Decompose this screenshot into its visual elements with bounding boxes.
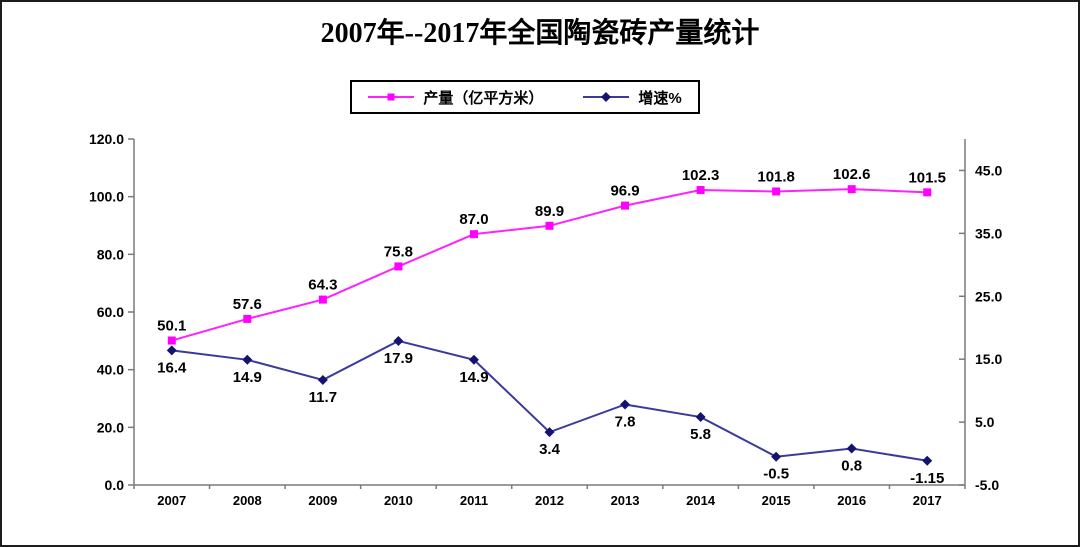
left-axis-tick-label: 60.0 [97, 304, 124, 320]
right-axis-tick-label: 25.0 [975, 288, 1002, 304]
production-point-marker [394, 262, 403, 271]
right-axis-tick-label: 15.0 [975, 351, 1002, 367]
left-axis-tick-label: 80.0 [97, 246, 124, 262]
legend-label-production: 产量（亿平方米） [423, 89, 544, 107]
growth-data-label: 3.4 [539, 441, 561, 458]
production-point-marker [847, 185, 856, 194]
growth-point-marker [695, 412, 706, 423]
production-point-marker [696, 186, 705, 195]
left-axis-tick-label: 0.0 [105, 477, 125, 493]
growth-point-marker [468, 354, 479, 365]
growth-data-label: 5.8 [690, 426, 711, 443]
production-data-label: 101.8 [757, 168, 795, 185]
x-axis-category-label: 2017 [913, 493, 942, 508]
production-point-marker [469, 230, 478, 239]
growth-point-marker [166, 345, 177, 356]
growth-line-swatch-icon [583, 92, 630, 103]
chart-title: 2007年--2017年全国陶瓷砖产量统计 [320, 18, 760, 49]
production-point-marker [923, 188, 932, 197]
production-data-label: 50.1 [157, 318, 186, 335]
right-axis-tick-label: 45.0 [975, 162, 1002, 178]
x-axis-category-label: 2014 [686, 493, 716, 508]
production-line-swatch-icon [368, 92, 415, 103]
production-data-label: 101.5 [908, 169, 946, 186]
production-point-marker [621, 201, 630, 210]
x-axis-category-label: 2012 [535, 493, 564, 508]
growth-data-label: -0.5 [763, 466, 789, 483]
growth-point-marker [620, 399, 631, 410]
x-axis-category-label: 2008 [233, 493, 262, 508]
production-point-marker [545, 221, 554, 230]
x-axis-category-label: 2009 [308, 493, 337, 508]
production-data-label: 89.9 [535, 203, 564, 220]
production-data-label: 102.6 [833, 166, 871, 183]
legend-label-growth: 增速% [638, 89, 682, 107]
growth-data-label: 14.9 [459, 369, 488, 386]
production-data-label: 87.0 [459, 211, 488, 228]
right-axis-tick-label: 35.0 [975, 225, 1002, 241]
growth-point-marker [771, 451, 782, 462]
production-point-marker [167, 336, 176, 345]
growth-point-marker [922, 455, 933, 466]
production-data-label: 96.9 [610, 183, 639, 200]
growth-point-marker [317, 374, 328, 385]
x-axis-category-label: 2016 [837, 493, 866, 508]
x-axis-category-label: 2013 [611, 493, 640, 508]
legend: 产量（亿平方米） 增速% [350, 80, 700, 114]
production-point-marker [318, 295, 327, 304]
growth-data-label: 14.9 [233, 369, 262, 386]
left-axis-tick-label: 100.0 [89, 189, 124, 205]
growth-point-marker [544, 427, 555, 438]
production-point-marker [772, 187, 781, 196]
production-point-marker [243, 314, 252, 323]
x-axis-category-label: 2011 [460, 493, 488, 508]
left-axis-tick-label: 120.0 [89, 131, 124, 147]
legend-item-growth: 增速% [583, 87, 682, 108]
x-axis-category-label: 2007 [157, 493, 186, 508]
production-data-label: 75.8 [384, 243, 413, 260]
growth-data-label: 16.4 [157, 359, 187, 376]
growth-point-marker [242, 354, 253, 365]
growth-data-label: -1.15 [910, 470, 944, 487]
growth-data-label: 0.8 [841, 458, 862, 475]
production-data-label: 57.6 [233, 296, 262, 313]
right-axis-tick-label: -5.0 [975, 477, 999, 493]
growth-data-label: 17.9 [384, 350, 413, 367]
production-data-label: 102.3 [682, 167, 720, 184]
growth-point-marker [393, 335, 404, 346]
x-axis-category-label: 2010 [384, 493, 413, 508]
production-data-label: 64.3 [308, 277, 337, 294]
right-axis-tick-label: 5.0 [975, 414, 995, 430]
left-axis-tick-label: 20.0 [97, 419, 124, 435]
left-axis-tick-label: 40.0 [97, 362, 124, 378]
growth-data-label: 11.7 [309, 389, 337, 406]
growth-point-marker [846, 443, 857, 454]
x-axis-category-label: 2015 [762, 493, 791, 508]
growth-data-label: 7.8 [615, 413, 636, 430]
legend-item-production: 产量（亿平方米） [368, 87, 543, 108]
